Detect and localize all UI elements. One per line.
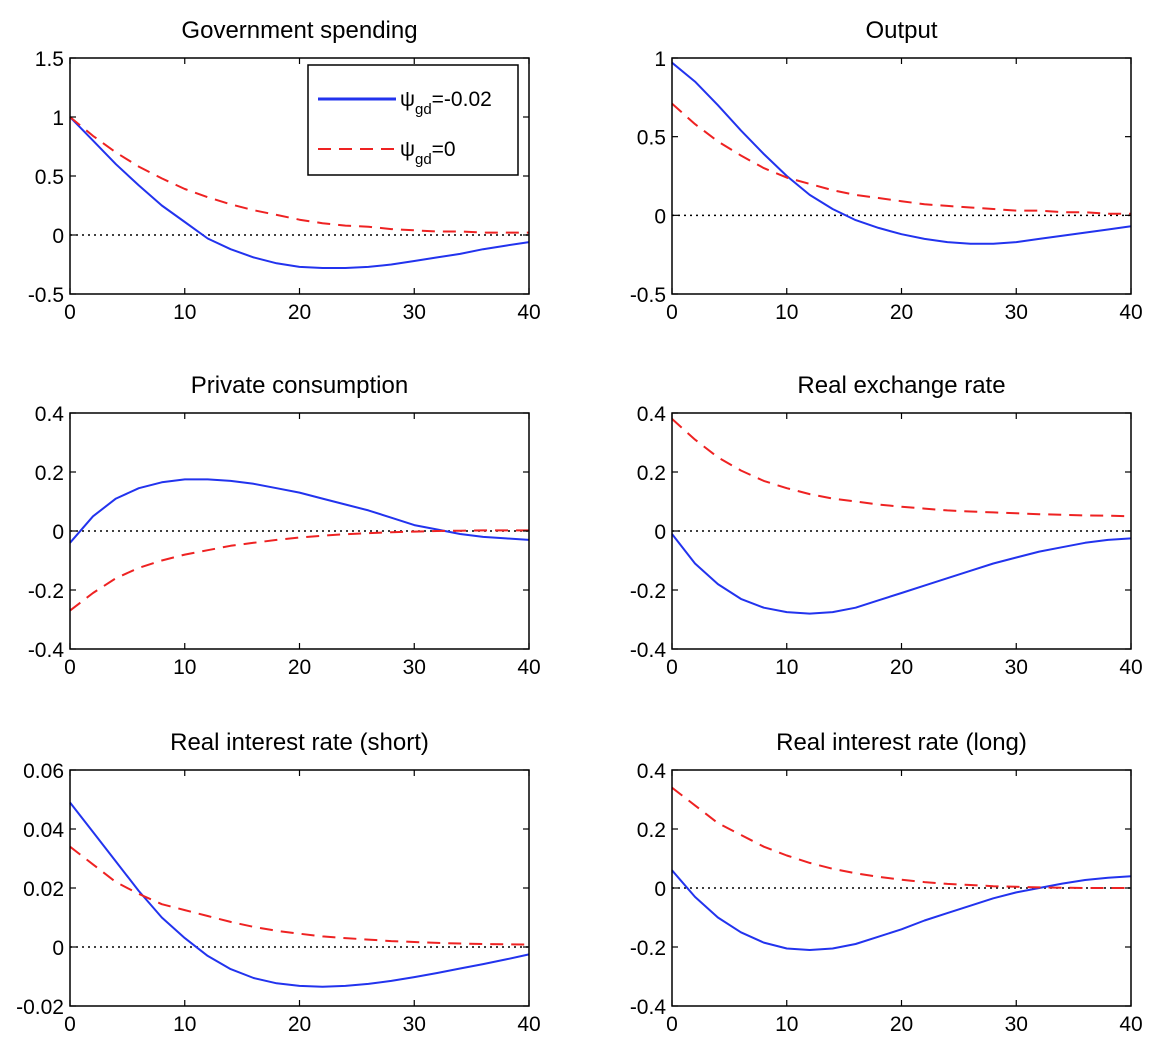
x-tick-label: 10 — [173, 301, 196, 324]
y-tick-label: 0.02 — [23, 878, 64, 901]
y-tick-label: -0.2 — [630, 580, 666, 603]
subplot-title: Real exchange rate — [797, 372, 1005, 399]
y-tick-label: -0.5 — [28, 284, 64, 307]
y-tick-label: 0.4 — [35, 403, 65, 426]
series-line-1 — [671, 418, 1132, 518]
x-tick-label: 40 — [517, 656, 540, 679]
y-tick-label: -0.2 — [630, 937, 666, 960]
subplot-5: Real interest rate (long) 0 10 20 30 40 -0.4 -0… — [630, 729, 1143, 1036]
y-tick-label: 0.4 — [637, 403, 667, 426]
y-tick-label: 0.2 — [637, 462, 666, 485]
subplot-4: Real interest rate (short) 0 10 20 30 40 -0.02… — [16, 729, 541, 1036]
x-tick-label: 30 — [403, 1013, 426, 1036]
subplot-3: Real exchange rate 0 10 20 30 40 -0.4 -0.2 0 0.2 0… — [630, 372, 1143, 679]
y-tick-label: 0.4 — [637, 760, 667, 783]
x-tick-label: 20 — [890, 656, 913, 679]
x-tick-label: 10 — [775, 656, 798, 679]
x-tick-label: 0 — [666, 301, 678, 324]
subplot-2: Private consumption 0 10 20 30 40 -0.4 -0.2 0 0.2… — [28, 372, 541, 679]
series-line-1 — [671, 786, 1131, 889]
x-tick-label: 20 — [890, 1013, 913, 1036]
y-tick-label: 1 — [654, 48, 666, 71]
legend: ψgd=-0.02 ψgd=0 — [307, 64, 519, 176]
series-line-1 — [69, 529, 529, 612]
x-tick-label: 0 — [64, 301, 76, 324]
x-tick-label: 40 — [1119, 656, 1142, 679]
x-tick-label: 30 — [403, 656, 426, 679]
x-tick-label: 30 — [1005, 1013, 1028, 1036]
series-line-1 — [69, 116, 529, 234]
y-tick-label: -0.2 — [28, 580, 64, 603]
subplot-title: Private consumption — [191, 372, 408, 399]
x-tick-label: 20 — [288, 656, 311, 679]
series-line-0 — [671, 533, 1132, 615]
subplot-title: Government spending — [181, 17, 417, 44]
y-tick-label: -0.4 — [630, 639, 667, 662]
x-tick-label: 20 — [288, 301, 311, 324]
x-tick-label: 30 — [1005, 301, 1028, 324]
y-tick-label: -0.5 — [630, 284, 666, 307]
x-tick-label: 40 — [1119, 1013, 1142, 1036]
y-tick-label: 0.5 — [637, 127, 666, 150]
subplot-title: Output — [865, 17, 937, 44]
legend-label-0: ψgd=-0.02 — [400, 88, 492, 118]
x-tick-label: 10 — [173, 656, 196, 679]
x-tick-label: 30 — [1005, 656, 1028, 679]
series-line-0 — [671, 869, 1132, 951]
x-tick-label: 30 — [403, 301, 426, 324]
x-tick-label: 20 — [890, 301, 913, 324]
y-tick-label: 1 — [52, 107, 64, 130]
y-tick-label: -0.4 — [630, 996, 667, 1019]
y-tick-label: -0.02 — [16, 996, 64, 1019]
series-line-0 — [69, 478, 530, 544]
y-tick-label: 0 — [654, 205, 666, 228]
subplot-title: Real interest rate (long) — [776, 729, 1027, 756]
x-tick-label: 40 — [517, 1013, 540, 1036]
series-line-0 — [671, 61, 1132, 245]
subplot-title: Real interest rate (short) — [170, 729, 429, 756]
x-tick-label: 10 — [775, 301, 798, 324]
y-tick-label: 0 — [52, 225, 64, 248]
x-tick-label: 0 — [64, 656, 76, 679]
y-tick-label: 0 — [654, 521, 666, 544]
y-tick-label: 1.5 — [35, 48, 64, 71]
y-tick-label: 0.2 — [35, 462, 64, 485]
axes-box — [671, 57, 1132, 295]
x-tick-label: 10 — [775, 1013, 798, 1036]
series-line-0 — [69, 801, 530, 988]
y-tick-label: 0.5 — [35, 166, 64, 189]
y-tick-label: 0 — [654, 878, 666, 901]
y-tick-label: -0.4 — [28, 639, 65, 662]
legend-label-1: ψgd=0 — [400, 138, 456, 168]
y-tick-label: 0.06 — [23, 760, 64, 783]
series-line-1 — [671, 102, 1131, 215]
x-tick-label: 0 — [666, 656, 678, 679]
y-tick-label: 0 — [52, 937, 64, 960]
y-tick-label: 0.04 — [23, 819, 64, 842]
y-tick-label: 0.2 — [637, 819, 666, 842]
axes-box — [69, 769, 530, 1007]
legend-box — [307, 64, 519, 176]
series-line-1 — [69, 845, 530, 946]
series-line-0 — [69, 116, 530, 269]
x-tick-label: 0 — [64, 1013, 76, 1036]
x-tick-label: 0 — [666, 1013, 678, 1036]
x-tick-label: 10 — [173, 1013, 196, 1036]
x-tick-label: 20 — [288, 1013, 311, 1036]
x-tick-label: 40 — [517, 301, 540, 324]
x-tick-label: 40 — [1119, 301, 1142, 324]
y-tick-label: 0 — [52, 521, 64, 544]
